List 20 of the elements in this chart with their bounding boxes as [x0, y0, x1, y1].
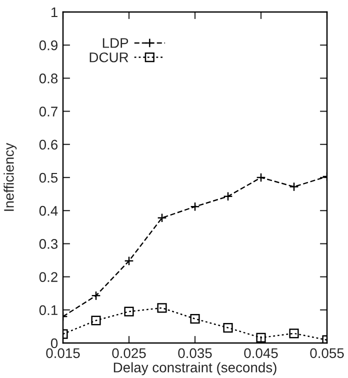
y-tick-label: 0.2: [39, 272, 58, 282]
y-axis-title: Inefficiency: [4, 142, 17, 211]
y-tick-label: 0.5: [39, 172, 58, 183]
y-tick-label: 0.7: [39, 106, 58, 116]
y-tick-label: 0.9: [39, 40, 58, 50]
y-tick-label: 0.8: [39, 74, 58, 84]
x-axis-title: Delay constraint (seconds): [114, 362, 276, 376]
y-tick-label: 0.1: [39, 305, 58, 316]
legend-label: LDP: [102, 38, 128, 48]
y-tick-label: 1: [51, 7, 58, 18]
y-tick-label: 0: [50, 338, 58, 348]
x-tick-label: 0.025: [112, 348, 146, 358]
x-tick-label: 0.035: [178, 348, 212, 358]
x-tick-label: 0.055: [310, 348, 344, 358]
x-tick-label: 0.015: [46, 348, 80, 358]
y-tick-label: 0.6: [39, 140, 58, 150]
legend-label: DCUR: [90, 52, 128, 62]
x-tick-label: 0.045: [244, 348, 278, 358]
y-tick-label: 0.3: [39, 239, 58, 249]
y-tick-label: 0.4: [39, 206, 58, 216]
